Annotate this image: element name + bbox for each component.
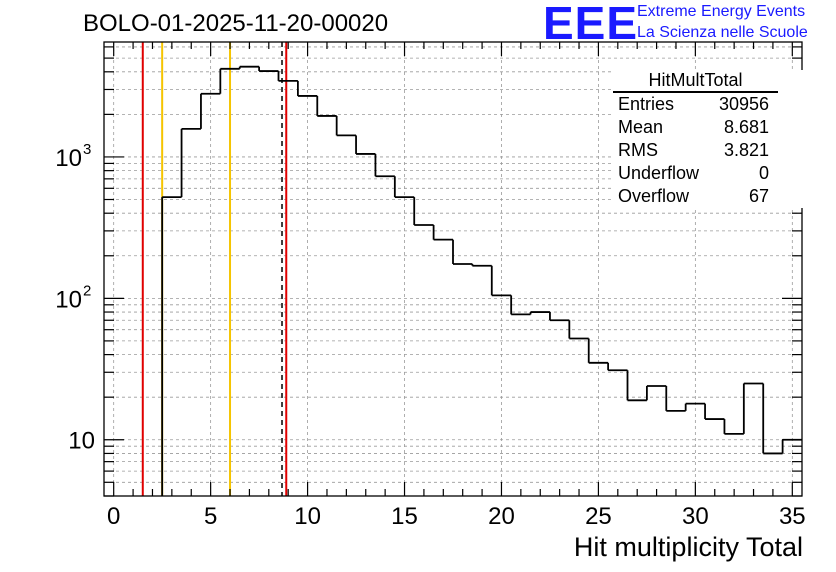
stats-row-rms: RMS 3.821 (612, 139, 806, 162)
stats-label: Entries (618, 94, 675, 114)
x-tick-label: 35 (779, 503, 806, 530)
stats-box: HitMultTotal Entries 30956 Mean 8.681 RM… (612, 70, 806, 208)
histogram-title: BOLO-01-2025-11-20-00020 (83, 10, 389, 37)
logo-subtitle-2: La Scienza nelle Scuole (637, 24, 808, 41)
eee-logo: EEE (543, 0, 639, 49)
plot-frame (103, 41, 803, 497)
stats-value: 67 (748, 186, 769, 206)
stats-value: 3.821 (723, 140, 769, 160)
x-tick-label: 15 (391, 503, 418, 530)
stats-row-mean: Mean 8.681 (612, 116, 806, 139)
stats-value: 0 (758, 163, 769, 183)
stats-label: Mean (618, 117, 664, 137)
stats-label: RMS (618, 140, 658, 160)
y-tick-exponent: 2 (83, 282, 91, 299)
y-tick-label: 10 (68, 428, 95, 455)
marker-lines (141, 42, 288, 496)
stats-value: 8.681 (723, 117, 769, 137)
x-tick-label: 25 (585, 503, 612, 530)
x-axis-label: Hit multiplicity Total (573, 532, 803, 562)
stats-value: 30956 (718, 94, 769, 114)
x-tick-label: 0 (107, 503, 120, 530)
y-tick-exponent: 3 (83, 141, 91, 158)
y-tick-label: 10 (55, 286, 82, 313)
stats-row-underflow: Underflow 0 (612, 162, 806, 185)
histogram-series (161, 65, 802, 496)
x-tick-label: 20 (488, 503, 515, 530)
x-tick-label: 30 (682, 503, 709, 530)
stats-label: Underflow (618, 163, 700, 183)
stats-label: Overflow (618, 186, 690, 206)
x-tick-label: 5 (204, 503, 217, 530)
x-tick-label: 10 (294, 503, 321, 530)
logo-subtitle-1: Extreme Energy Events (637, 3, 806, 20)
y-tick-label: 10 (55, 145, 82, 172)
stats-row-overflow: Overflow 67 (612, 185, 806, 208)
stats-row-entries: Entries 30956 (612, 93, 806, 116)
stats-title: HitMultTotal (613, 70, 778, 93)
